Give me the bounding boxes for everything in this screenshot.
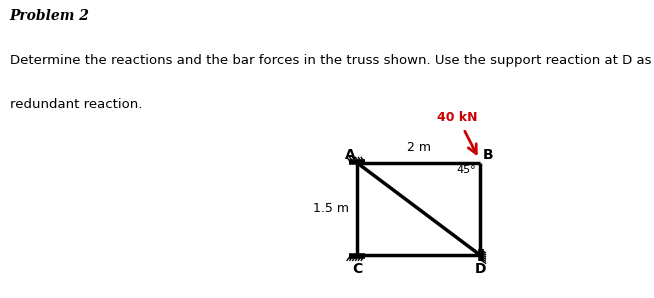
Text: Determine the reactions and the bar forces in the truss shown. Use the support r: Determine the reactions and the bar forc… (10, 54, 654, 67)
Text: A: A (345, 148, 356, 162)
Text: 45°: 45° (456, 165, 476, 175)
Text: 1.5 m: 1.5 m (313, 202, 349, 215)
Text: B: B (482, 148, 493, 162)
Text: C: C (352, 262, 362, 276)
Text: D: D (474, 262, 486, 276)
Text: Problem 2: Problem 2 (10, 9, 90, 23)
Text: 40 kN: 40 kN (437, 111, 477, 125)
Text: 2 m: 2 m (407, 141, 430, 154)
Text: redundant reaction.: redundant reaction. (10, 98, 142, 111)
